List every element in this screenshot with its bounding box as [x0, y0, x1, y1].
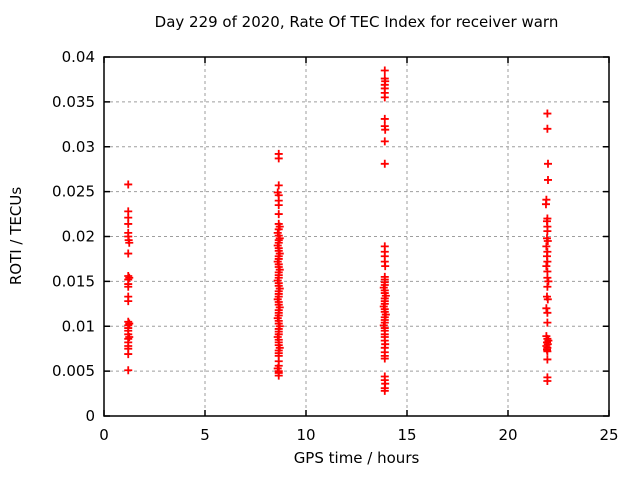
x-tick-label: 20	[498, 426, 517, 444]
data-point-marker	[380, 386, 389, 395]
data-point-marker	[124, 249, 133, 258]
grid-lines	[104, 57, 609, 416]
data-point-marker	[543, 159, 552, 168]
data-point-marker	[544, 277, 553, 286]
data-point-marker	[274, 201, 283, 210]
chart-title: Day 229 of 2020, Rate Of TEC Index for r…	[154, 13, 559, 31]
x-tick-label: 15	[397, 426, 416, 444]
data-point-marker	[125, 238, 134, 247]
data-point-marker	[381, 262, 390, 271]
data-point-marker	[543, 227, 552, 236]
data-point-marker	[380, 114, 389, 123]
y-tick-label: 0.01	[62, 317, 95, 335]
data-point-marker	[124, 350, 133, 359]
data-point-marker	[124, 366, 133, 375]
y-tick-label: 0.005	[52, 362, 95, 380]
data-point-marker	[380, 354, 389, 363]
data-point-marker	[380, 159, 389, 168]
data-point-marker	[274, 154, 283, 163]
y-tick-labels: 0 0.005 0.01 0.015 0.02 0.025 0.03 0.035 0.04	[52, 48, 95, 425]
data-point-marker	[542, 262, 551, 271]
data-point-marker	[125, 273, 134, 282]
data-points-series-ROTI	[124, 66, 553, 395]
x-axis-label: GPS time / hours	[293, 449, 420, 467]
y-axis-label: ROTI / TECUs	[7, 186, 25, 286]
y-tick-label: 0.025	[52, 183, 95, 201]
data-point-marker	[542, 304, 551, 313]
data-point-marker	[543, 175, 552, 184]
data-point-marker	[542, 242, 551, 251]
data-point-marker	[274, 181, 283, 190]
x-tick-label: 10	[296, 426, 315, 444]
data-point-marker	[274, 371, 283, 380]
data-point-marker	[543, 124, 552, 133]
data-point-marker	[543, 355, 552, 364]
data-point-marker	[543, 236, 552, 245]
data-point-marker	[380, 66, 389, 75]
x-tick-labels: 0 5 10 15 20 25	[99, 426, 618, 444]
y-tick-label: 0.015	[52, 272, 95, 290]
data-point-marker	[543, 109, 552, 118]
data-point-marker	[543, 376, 552, 385]
data-point-marker	[125, 319, 134, 328]
data-point-marker	[124, 180, 133, 189]
data-point-marker	[124, 282, 133, 291]
data-point-marker	[543, 308, 552, 317]
data-point-marker	[543, 318, 552, 327]
data-point-marker	[543, 282, 552, 291]
y-tick-label: 0.035	[52, 93, 95, 111]
x-tick-label: 25	[599, 426, 618, 444]
data-point-marker	[124, 297, 133, 306]
data-point-marker	[124, 219, 133, 228]
data-point-marker	[381, 125, 390, 134]
data-point-marker	[380, 93, 389, 102]
data-point-marker	[543, 295, 552, 304]
axes	[103, 56, 610, 417]
y-tick-label: 0.02	[62, 228, 95, 246]
data-point-marker	[541, 200, 550, 209]
data-point-marker	[543, 347, 552, 356]
data-point-marker	[380, 137, 389, 146]
y-tick-label: 0.03	[62, 138, 95, 156]
data-point-marker	[543, 257, 552, 266]
y-tick-label: 0.04	[62, 48, 95, 66]
x-tick-label: 0	[99, 426, 109, 444]
x-tick-label: 5	[200, 426, 210, 444]
data-point-marker	[543, 273, 552, 282]
y-tick-label: 0	[85, 407, 95, 425]
data-point-marker	[274, 210, 283, 219]
